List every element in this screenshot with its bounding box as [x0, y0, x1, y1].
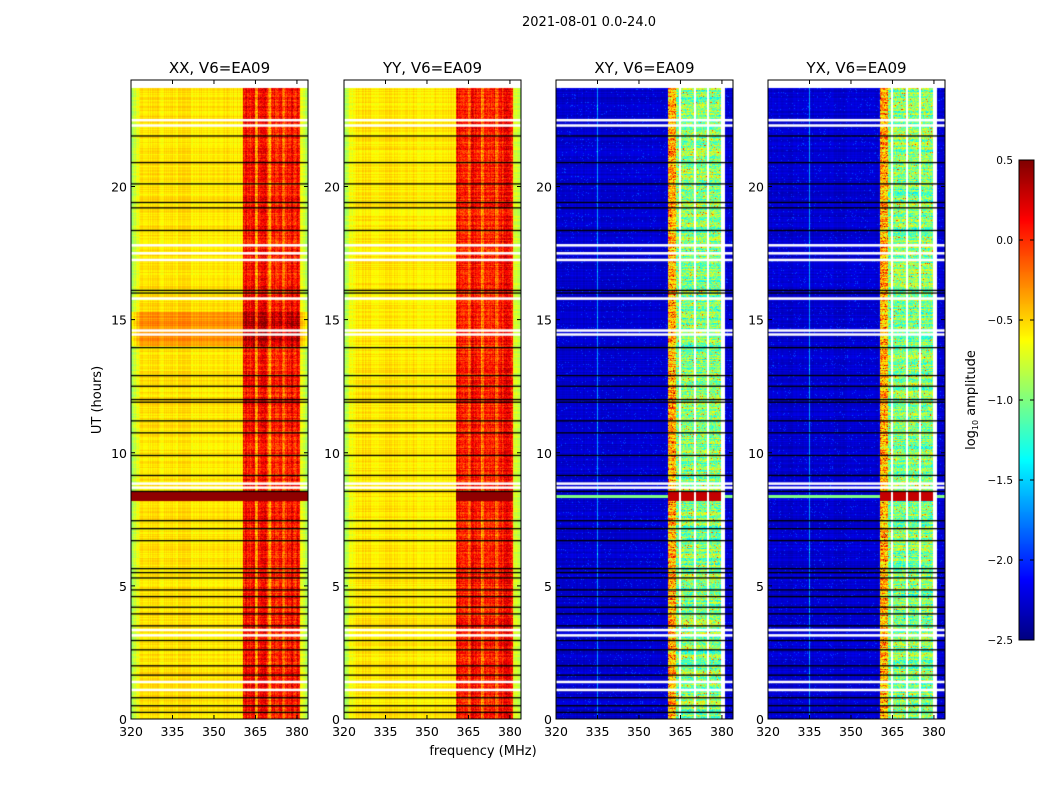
panel-title: XY, V6=EA09 — [594, 59, 694, 77]
colorbar-label-sub: 10 — [971, 420, 980, 430]
colorbar-label: log10 amplitude — [964, 350, 980, 450]
x-tick-label: 365 — [457, 724, 481, 739]
colorbar-tick-label: −1.0 — [988, 395, 1014, 407]
x-axis-label: frequency (MHz) — [429, 744, 536, 759]
colorbar-tick-label: −2.5 — [988, 635, 1014, 647]
x-tick-label: 380 — [922, 724, 946, 739]
x-tick-label: 335 — [161, 724, 185, 739]
y-tick-label: 15 — [748, 313, 764, 328]
y-tick-label: 10 — [324, 446, 340, 461]
colorbar-tick-label: 0.0 — [996, 235, 1013, 247]
x-tick-label: 335 — [586, 724, 610, 739]
panel-title: YY, V6=EA09 — [382, 59, 482, 77]
y-tick-label: 10 — [111, 446, 127, 461]
heatmap-xx — [131, 80, 308, 719]
x-tick-label: 335 — [374, 724, 398, 739]
x-tick-label: 380 — [710, 724, 734, 739]
y-tick-label: 10 — [748, 446, 764, 461]
y-tick-label: 0 — [544, 712, 552, 727]
heatmap-xy — [556, 80, 733, 719]
heatmap-yy — [344, 80, 521, 719]
y-tick-label: 20 — [324, 180, 340, 195]
y-tick-label: 10 — [536, 446, 552, 461]
colorbar-label-log: log — [964, 430, 979, 450]
axes-frame — [130, 79, 309, 720]
x-tick-label: 350 — [839, 724, 863, 739]
colorbar-tick-label: −1.5 — [988, 475, 1014, 487]
colorbar — [1019, 160, 1034, 640]
x-tick-label: 320 — [756, 724, 780, 739]
y-tick-label: 5 — [332, 579, 340, 594]
y-axis-label: UT (hours) — [90, 366, 105, 434]
x-tick-label: 335 — [798, 724, 822, 739]
y-tick-label: 5 — [544, 579, 552, 594]
axes-frame — [555, 79, 734, 720]
colorbar-label-rest: amplitude — [964, 350, 979, 420]
colorbar-tick-label: −2.0 — [988, 555, 1014, 567]
colorbar-tick-label: 0.5 — [996, 155, 1013, 167]
x-tick-label: 365 — [669, 724, 693, 739]
y-tick-label: 0 — [332, 712, 340, 727]
x-tick-label: 350 — [202, 724, 226, 739]
y-tick-label: 0 — [756, 712, 764, 727]
y-tick-label: 5 — [756, 579, 764, 594]
x-tick-label: 380 — [285, 724, 309, 739]
panel-title: YX, V6=EA09 — [805, 59, 906, 77]
heatmap-yx — [768, 80, 945, 719]
y-tick-label: 20 — [111, 180, 127, 195]
x-tick-label: 350 — [415, 724, 439, 739]
x-tick-label: 320 — [119, 724, 143, 739]
panel-title: XX, V6=EA09 — [169, 59, 270, 77]
x-tick-label: 365 — [244, 724, 268, 739]
y-tick-label: 15 — [111, 313, 127, 328]
y-tick-label: 5 — [119, 579, 127, 594]
axes-frame — [343, 79, 522, 720]
x-tick-label: 365 — [881, 724, 905, 739]
y-tick-label: 15 — [324, 313, 340, 328]
x-tick-label: 380 — [498, 724, 522, 739]
colorbar-tick-label: −0.5 — [988, 315, 1014, 327]
y-tick-label: 0 — [119, 712, 127, 727]
x-tick-label: 350 — [627, 724, 651, 739]
axes-frame — [767, 79, 946, 720]
y-tick-label: 15 — [536, 313, 552, 328]
x-tick-label: 320 — [544, 724, 568, 739]
x-tick-label: 320 — [332, 724, 356, 739]
y-tick-label: 20 — [536, 180, 552, 195]
suptitle: 2021-08-01 0.0-24.0 — [522, 15, 656, 30]
y-tick-label: 20 — [748, 180, 764, 195]
